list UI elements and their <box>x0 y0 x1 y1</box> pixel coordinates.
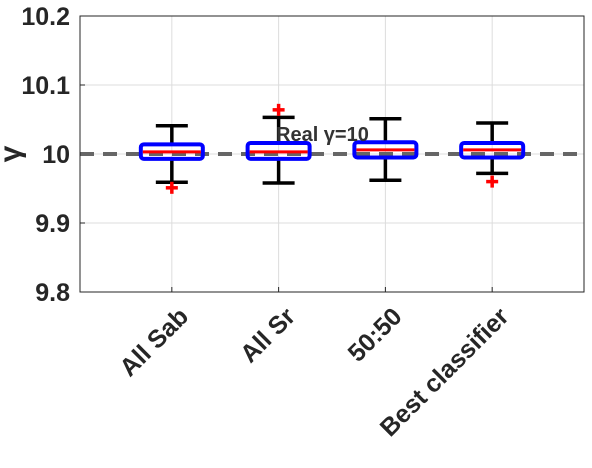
boxes-group <box>138 103 526 194</box>
box-iqr <box>459 140 526 160</box>
y-tick-label: 9.9 <box>35 210 70 238</box>
reference-line-label: Real γ=10 <box>276 124 369 146</box>
y-tick-label: 10.2 <box>21 3 70 31</box>
box-item <box>138 123 205 194</box>
box-iqr <box>245 140 312 161</box>
y-axis-label: γ <box>0 145 27 162</box>
box-item <box>352 117 419 182</box>
box-iqr <box>352 140 419 160</box>
box-item <box>245 103 312 185</box>
axes-frame <box>79 15 585 293</box>
x-tick-label: All Sab <box>114 302 194 382</box>
y-tick-label: 10 <box>42 141 70 169</box>
x-tick-label: 50:50 <box>343 302 408 367</box>
y-tick-label: 10.1 <box>21 72 70 100</box>
box-item <box>459 121 526 188</box>
y-tick-labels: 9.8 9.9 10 10.1 10.2 <box>21 3 70 307</box>
box-iqr <box>138 142 205 161</box>
x-tick-label: All Sr <box>235 302 301 368</box>
y-tick-label: 9.8 <box>35 279 70 307</box>
